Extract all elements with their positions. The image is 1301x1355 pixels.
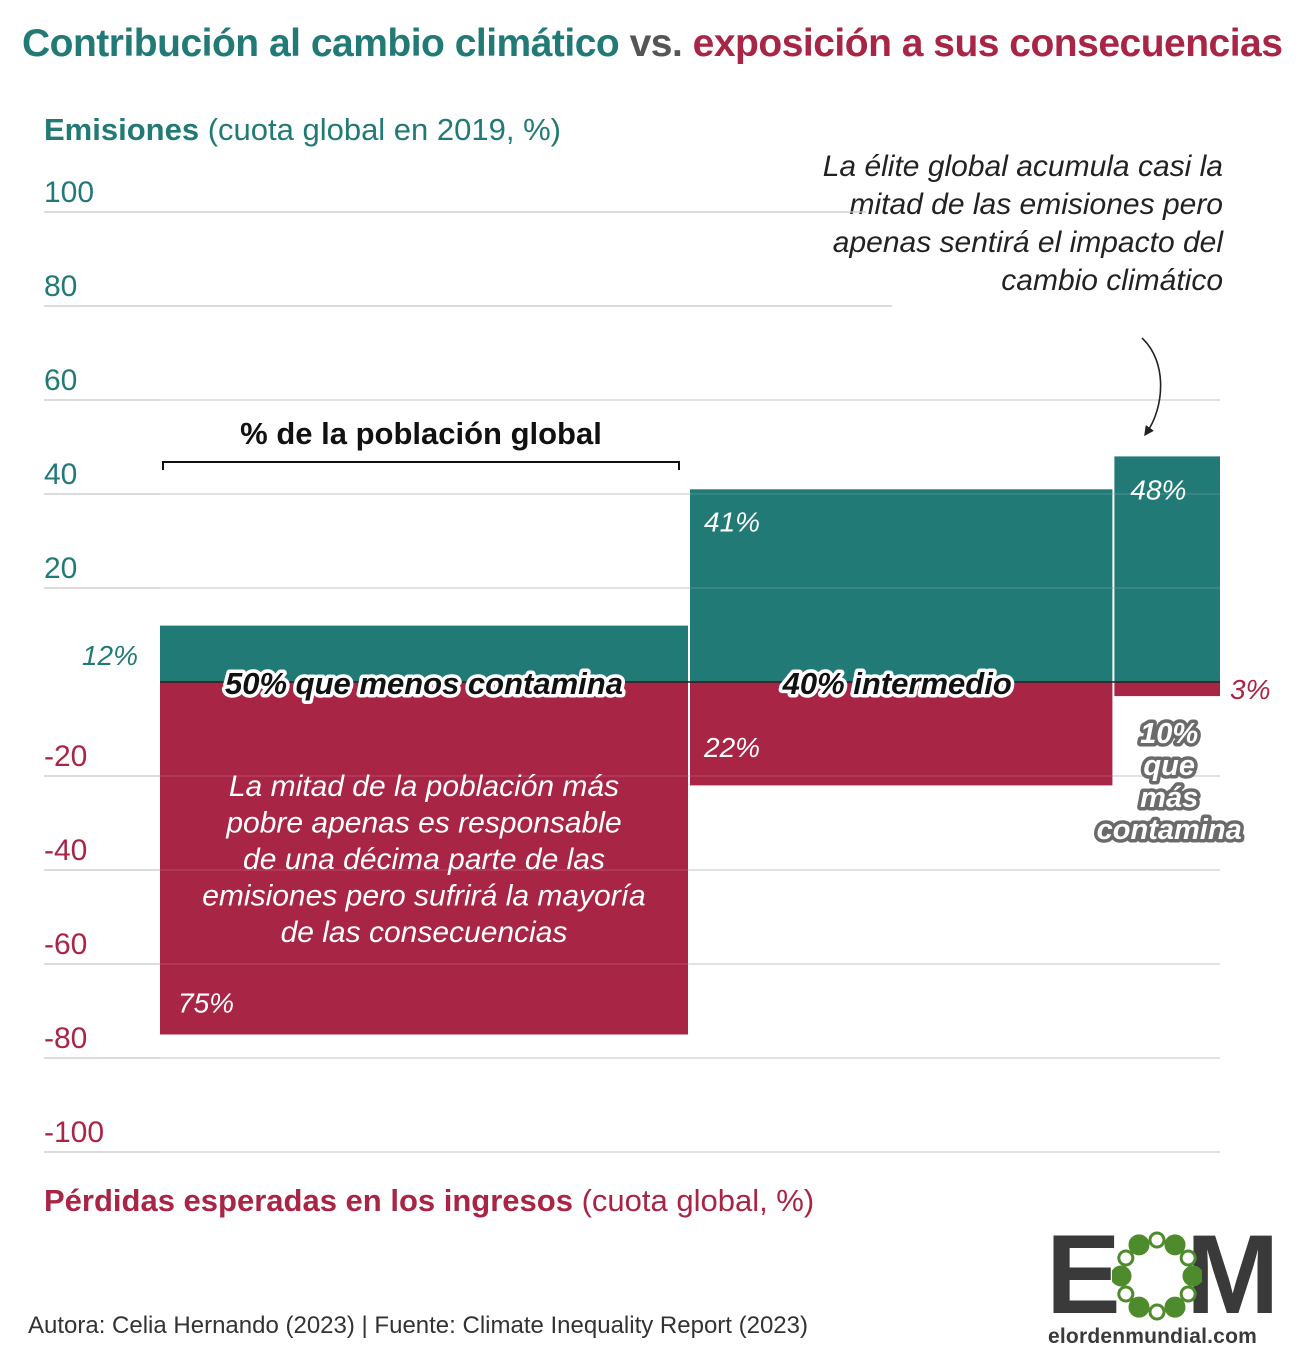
annotation-elite: La élite global acumula casi la mitad de… [822,150,1223,297]
emissions-bar [690,489,1113,682]
group-label-line: contamina [1097,814,1242,846]
source-credit: Autora: Celia Hernando (2023) | Fuente: … [28,1312,808,1339]
losses-bar [690,682,1113,786]
y-tick-label: -80 [44,1022,87,1055]
y-tick-label: 60 [44,364,77,397]
losses-bar [1114,682,1220,697]
logo-url: elordenmundial.com [1048,1325,1257,1348]
title-part-exposure: exposición a sus consecuencias [692,22,1283,65]
population-bracket-label: % de la población global [240,416,602,451]
y-axis-bottom-label-bold: Pérdidas esperadas en los ingresos [44,1183,573,1218]
data-label-losses: 22% [703,732,760,763]
annotation-poor-line: de las consecuencias [281,916,568,949]
group-label-line: más [1140,782,1198,814]
y-tick-label: -100 [44,1116,104,1149]
annotation-arrow [1141,337,1162,437]
group-label-line: que [1143,750,1195,782]
data-label-emissions: 12% [82,640,138,671]
eom-logo: EOM elordenmundial.com [1046,1212,1286,1355]
data-label-losses: 3% [1230,674,1270,705]
y-tick-label: -20 [44,740,87,773]
group-label: 40% intermedio [782,666,1012,701]
y-axis-top-label-bold: Emisiones [44,112,200,147]
chart-title: Contribución al cambio climático vs. exp… [22,22,1283,66]
group-label-line: 10% [1140,718,1198,750]
grid-lines: 100 80 60 40 20 -20 -40 -60 -80 -100 [44,176,1220,1153]
population-bracket [162,461,680,470]
y-tick-label: -60 [44,928,87,961]
group-label: 50% que menos contamina [225,666,623,701]
chart-area: 100 80 60 40 20 -20 -40 -60 -80 -100 12% 75% 41% 22%… [44,176,1270,1153]
data-label-losses: 75% [178,988,234,1019]
y-tick-label: 100 [44,176,94,209]
annotation-poor-line: emisiones pero sufrirá la mayoría [202,880,646,913]
y-tick-label: -40 [44,834,87,867]
y-axis-bottom-label: Pérdidas esperadas en los ingresos (cuot… [44,1183,814,1219]
y-tick-label: 80 [44,270,77,303]
y-axis-bottom-label-rest: (cuota global, %) [581,1183,815,1218]
emissions-bar [160,625,688,682]
data-label-emissions: 41% [704,506,760,537]
logo-letter: E [1046,1212,1121,1337]
y-tick-label: 40 [44,458,77,491]
annotation-poor-line: pobre apenas es responsable [225,807,621,840]
emissions-bar [1114,456,1220,682]
title-part-emissions: Contribución al cambio climático [22,22,620,65]
overlays: 12% 75% 41% 22% 48% 3% 50% que menos contamina… [82,337,1270,1019]
annotation-poor-line: de una décima parte de las [243,843,605,876]
y-tick-label: 20 [44,552,77,585]
data-label-emissions: 48% [1130,474,1186,505]
bars [160,399,1220,1153]
title-part-vs: vs. [629,22,683,65]
logo-o-ring [1112,1231,1202,1321]
y-axis-top-label: Emisiones (cuota global en 2019, %) [44,112,561,148]
y-axis-top-label-rest: (cuota global en 2019, %) [207,112,561,147]
annotation-poor-line: La mitad de la población más [229,770,619,803]
losses-bar [160,682,688,1035]
